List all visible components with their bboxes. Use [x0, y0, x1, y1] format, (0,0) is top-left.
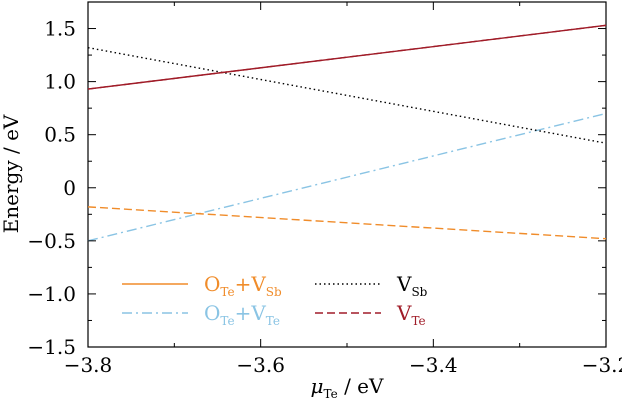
legend-label-text: +V: [235, 272, 267, 296]
y-tick-label: 1.5: [44, 17, 76, 41]
plot-frame: [87, 1, 607, 348]
legend-label-text: O: [204, 272, 220, 296]
y-tick-label: 1.0: [44, 70, 76, 94]
y-tick-label: −1.5: [27, 335, 76, 359]
x-tick-label: −3.2: [582, 353, 622, 377]
x-tick-label: −3.6: [236, 353, 285, 377]
legend-label-subscript: Te: [220, 314, 234, 328]
legend-label-ote_vsb: OTe+VSb: [204, 272, 282, 299]
legend-label-subscript: Te: [266, 314, 280, 328]
legend-label-ote_vte: OTe+VTe: [204, 301, 280, 328]
legend-label-vsb: VSb: [396, 272, 428, 299]
y-tick-label: −1.0: [27, 282, 76, 306]
x-tick-label: −3.4: [409, 353, 458, 377]
legend-label-subscript: Te: [220, 285, 234, 299]
x-axis-label-units: / eV: [338, 374, 384, 398]
legend-label-subscript: Te: [411, 314, 425, 328]
y-tick-label: 0.5: [44, 123, 76, 147]
x-axis-label-subscript: Te: [324, 387, 338, 401]
legend-label-subscript: Sb: [266, 285, 282, 299]
legend-label-vte: VTe: [396, 301, 426, 328]
series-line-orange_dashed: [87, 206, 607, 240]
series-layer: [87, 24, 607, 242]
legend-label-text: V: [396, 301, 412, 325]
legend-label-subscript: Sb: [411, 285, 427, 299]
legend-label-text: V: [396, 272, 412, 296]
y-axis-label: Energy / eV: [0, 114, 23, 233]
y-tick-label: −0.5: [27, 229, 76, 253]
ticks-layer: −3.8 −3.6 −3.4 −3.2 −1.5 −1.0 −0.5 0 0.5 1.0 1.5: [27, 1, 622, 377]
x-tick-label: −3.8: [64, 353, 113, 377]
series-line-vte_solid: [87, 24, 607, 90]
y-tick-label: 0: [63, 176, 76, 200]
series-line-ote_vte: [87, 112, 607, 242]
x-axis-label-symbol: μ: [311, 374, 324, 398]
legend-label-text: O: [204, 301, 220, 325]
x-axis-label: μTe / eV: [311, 374, 384, 401]
series-line-vsb: [87, 46, 607, 144]
legend-label-text: +V: [235, 301, 267, 325]
